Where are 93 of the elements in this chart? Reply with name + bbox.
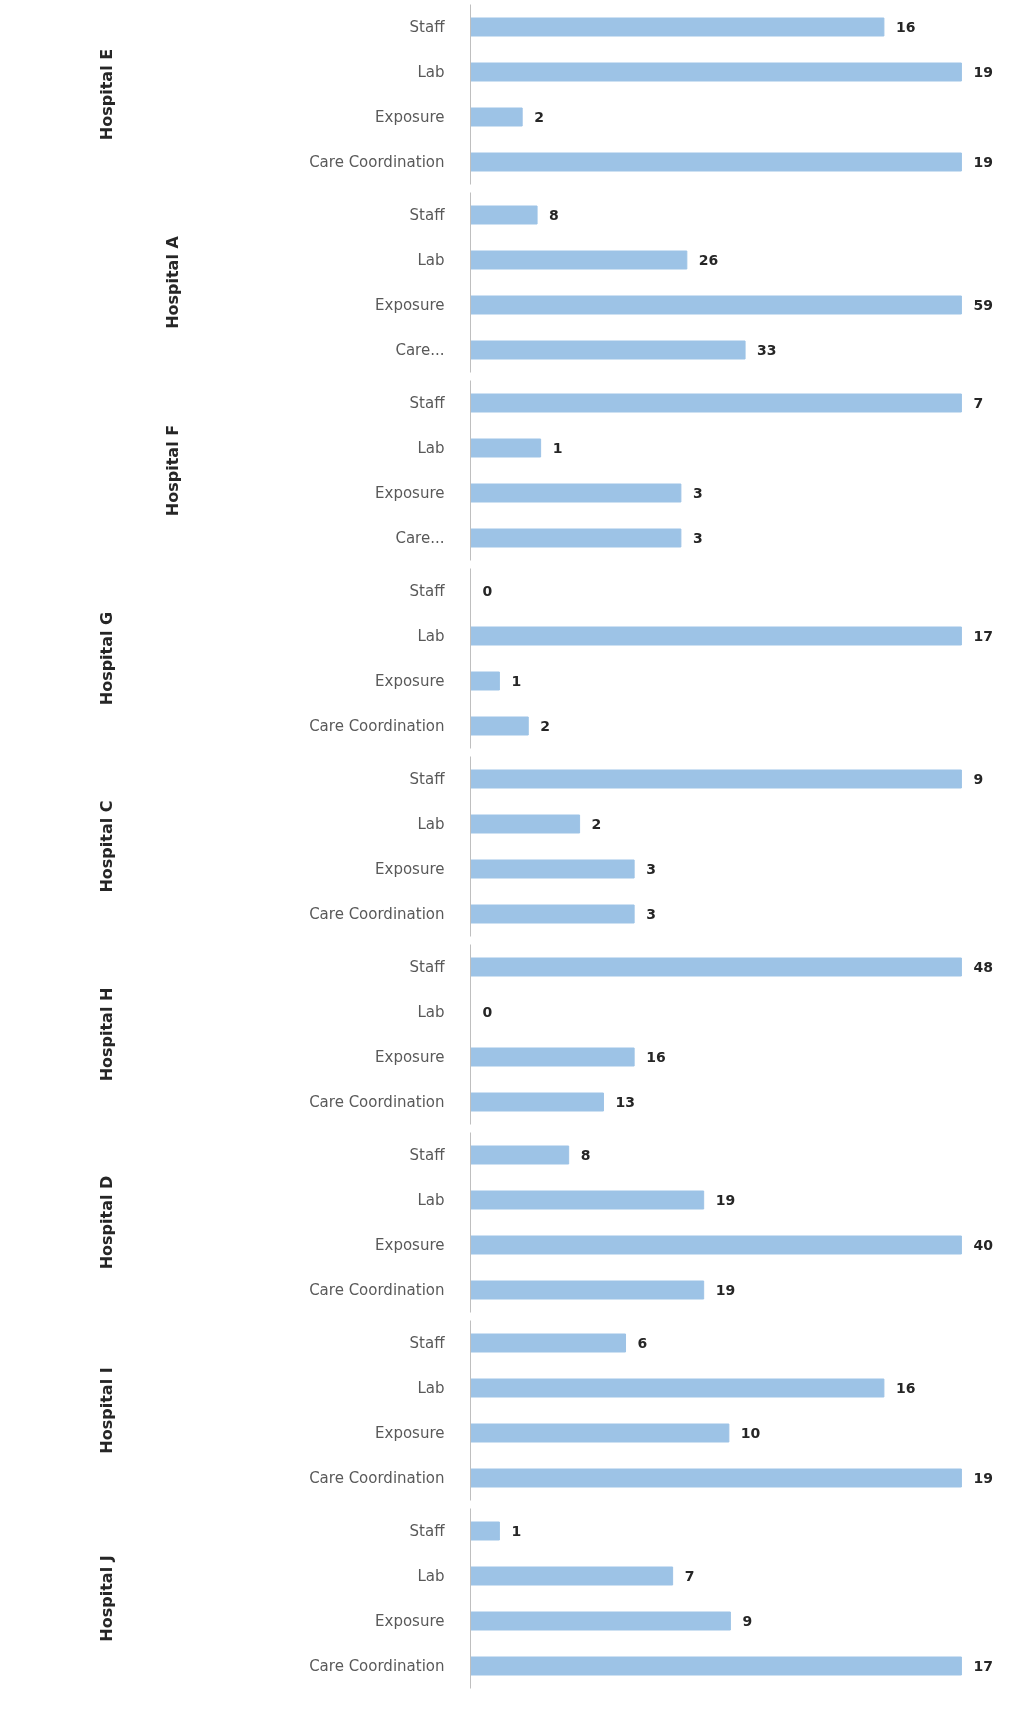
data-label: 6 [637,1335,648,1351]
y-axis-title: Hospital G [97,611,117,706]
y-tick-label: Exposure [375,296,445,314]
y-axis-title: Hospital E [97,48,117,141]
y-axis-title: Hospital J [97,1555,117,1642]
data-label: 26 [698,252,719,268]
y-axis-title: Hospital C [97,800,117,893]
data-label: 19 [715,1192,736,1208]
y-axis-title: Hospital A [163,235,183,329]
bar [470,1378,885,1398]
bar [470,250,688,270]
y-tick-label: Lab [417,1191,445,1209]
data-label: 16 [646,1049,666,1065]
y-tick-label: Lab [417,815,445,833]
y-tick-label: Staff [409,1146,446,1164]
y-tick-label: Staff [409,770,446,788]
bar [470,1333,627,1353]
data-label: 2 [534,109,544,125]
y-tick-label: Lab [417,251,445,269]
y-tick-label: Care Coordination [309,153,445,171]
y-tick-label: Staff [409,18,446,36]
bar [470,205,538,225]
data-label: 2 [540,718,550,734]
y-axis-title: Hospital I [97,1367,117,1454]
y-tick-label: Staff [409,206,446,224]
data-label: 40 [973,1237,994,1253]
y-tick-label: Exposure [375,1612,445,1630]
y-axis-title: Hospital D [97,1175,117,1270]
y-tick-label: Exposure [375,108,445,126]
y-tick-label: Care Coordination [309,717,445,735]
y-tick-label: Lab [417,439,445,457]
y-axis-title: Hospital H [97,987,117,1082]
y-tick-label: Care... [395,341,445,359]
y-tick-label: Lab [417,63,445,81]
y-tick-label: Care Coordination [309,1657,445,1675]
data-label: 1 [511,1523,522,1539]
data-label: 9 [742,1613,753,1629]
data-label: 33 [757,342,777,358]
y-tick-label: Staff [409,1334,446,1352]
bar [470,1521,500,1541]
data-label: 0 [482,583,493,599]
data-label: 1 [511,673,522,689]
y-tick-label: Care... [395,529,445,547]
data-label: 17 [973,1658,993,1674]
data-label: 8 [549,207,559,223]
y-tick-label: Exposure [375,860,445,878]
data-label: 48 [973,959,993,975]
y-tick-label: Exposure [375,1048,445,1066]
data-label: 3 [646,906,656,922]
data-label: 3 [646,861,656,877]
data-label: 59 [973,297,993,313]
y-tick-label: Exposure [375,672,445,690]
bar [470,1611,731,1631]
data-label: 8 [580,1147,591,1163]
data-label: 13 [615,1094,635,1110]
data-label: 19 [973,154,993,170]
y-tick-label: Exposure [375,1236,445,1254]
y-tick-label: Exposure [375,1424,445,1442]
bar [470,1468,962,1488]
data-label: 1 [552,440,563,456]
y-tick-label: Lab [417,1003,445,1021]
y-tick-label: Care Coordination [309,1469,445,1487]
data-label: 2 [591,816,602,832]
bar [470,340,746,360]
bar [470,295,962,315]
data-label: 3 [692,530,703,546]
data-label: 3 [692,485,703,501]
data-label: 19 [715,1282,736,1298]
data-label: 7 [684,1568,695,1584]
data-label: 16 [895,19,916,35]
y-tick-label: Exposure [375,484,445,502]
data-label: 16 [895,1380,916,1396]
data-label: 0 [482,1004,493,1020]
bar [470,1656,962,1676]
y-tick-label: Lab [417,1379,445,1397]
y-tick-label: Staff [409,958,446,976]
data-label: 19 [973,1470,993,1486]
data-label: 17 [973,628,993,644]
y-tick-label: Staff [409,1522,446,1540]
data-label: 19 [973,64,993,80]
data-label: 9 [973,771,984,787]
bar [470,1423,730,1443]
data-label: 10 [740,1425,761,1441]
data-label: 7 [973,395,984,411]
y-tick-label: Care Coordination [309,905,445,923]
y-tick-label: Staff [409,582,446,600]
y-tick-label: Lab [417,1567,445,1585]
y-tick-label: Care Coordination [309,1093,445,1111]
bar [470,1566,674,1586]
y-tick-label: Care Coordination [309,1281,445,1299]
y-axis-title: Hospital F [163,424,183,517]
y-tick-label: Lab [417,627,445,645]
y-tick-label: Staff [409,394,446,412]
